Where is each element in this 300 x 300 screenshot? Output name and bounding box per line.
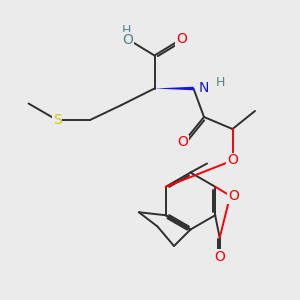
Text: O: O [122, 33, 133, 46]
Text: N: N [199, 81, 209, 95]
Text: H: H [121, 24, 131, 38]
Text: H: H [216, 76, 225, 89]
Text: O: O [227, 154, 238, 167]
Text: O: O [176, 32, 187, 46]
Polygon shape [154, 87, 194, 90]
Text: O: O [214, 250, 225, 264]
Text: O: O [228, 189, 239, 203]
Text: O: O [178, 136, 188, 149]
Text: S: S [52, 113, 62, 127]
